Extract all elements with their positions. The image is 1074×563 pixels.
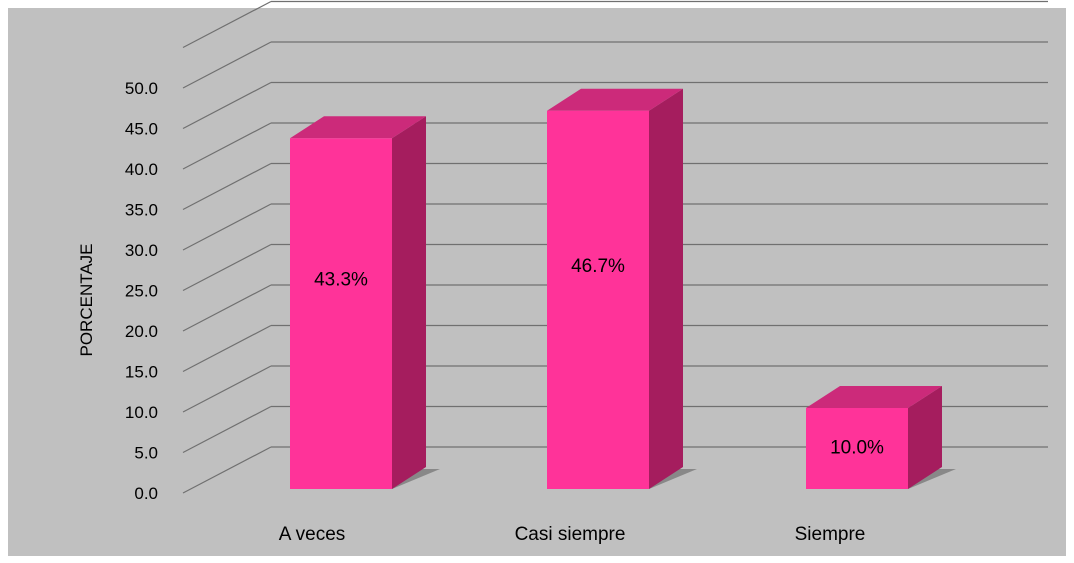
y-tick-label: 20.0 (125, 322, 158, 341)
bar-siempre (806, 408, 908, 489)
gridline-diagonal (182, 446, 272, 494)
chart-area: 43.3% 46.7% 10.0% 0.0 5.0 10.0 15.0 20.0 25.0 30… (8, 0, 1066, 556)
bar-side-siempre (908, 386, 942, 489)
gridline-diagonal (182, 41, 272, 89)
x-tick-label: Casi siempre (515, 524, 626, 545)
data-label: 10.0% (830, 438, 884, 459)
data-label: 46.7% (571, 256, 625, 277)
gridline-diagonal (182, 324, 272, 373)
y-tick-label: 40.0 (125, 160, 158, 179)
y-tick-label: 25.0 (125, 282, 158, 301)
y-tick-label: 10.0 (125, 403, 158, 422)
bar-casi-siempre (547, 110, 649, 489)
bar-top-a-veces (290, 116, 426, 139)
x-axis-ticks: A veces Casi siempre Siempre (279, 524, 866, 545)
y-tick-label: 35.0 (125, 201, 158, 220)
gridline-diagonal (182, 405, 272, 454)
gridline-diagonal (182, 0, 272, 49)
y-tick-label: 5.0 (134, 444, 158, 463)
bars: 43.3% 46.7% 10.0% (290, 88, 942, 490)
gridline-diagonal (182, 284, 272, 332)
bar-a-veces (290, 138, 392, 489)
y-tick-label: 0.0 (134, 484, 158, 503)
bar-top-casi-siempre (547, 88, 683, 111)
bar-side-casi-siempre (649, 88, 683, 489)
x-tick-label: Siempre (795, 524, 866, 545)
gridline-diagonal (182, 203, 272, 251)
bar-side-a-veces (392, 116, 426, 490)
gridline-diagonal (182, 122, 272, 170)
gridline-diagonal (182, 243, 272, 292)
gridline-diagonal (182, 81, 272, 130)
y-tick-label: 30.0 (125, 241, 158, 260)
y-axis-title: PORCENTAJE (77, 243, 96, 356)
y-tick-label: 50.0 (125, 79, 158, 98)
gridline-diagonal (182, 365, 272, 413)
data-label: 43.3% (314, 270, 368, 291)
gridline-diagonal (182, 162, 272, 211)
bar-top-siempre (806, 386, 942, 408)
y-tick-label: 15.0 (125, 363, 158, 382)
x-tick-label: A veces (279, 524, 346, 545)
y-axis-ticks: 0.0 5.0 10.0 15.0 20.0 25.0 30.0 35.0 40.0 45.0 50… (125, 79, 158, 503)
y-tick-label: 45.0 (125, 120, 158, 139)
